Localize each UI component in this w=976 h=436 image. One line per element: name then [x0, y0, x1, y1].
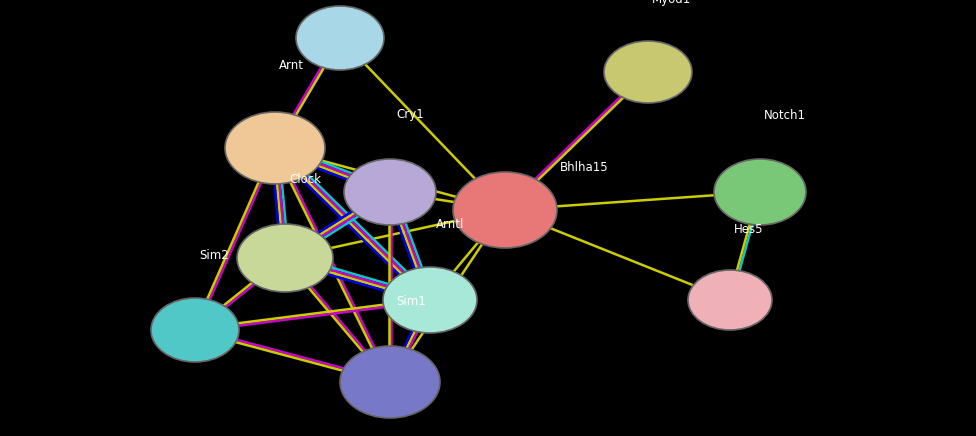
Ellipse shape: [237, 224, 333, 292]
Text: Cry1: Cry1: [396, 108, 424, 121]
Text: Bhlha15: Bhlha15: [560, 161, 609, 174]
Ellipse shape: [714, 159, 806, 225]
Text: Arnt: Arnt: [279, 59, 304, 72]
Ellipse shape: [383, 267, 477, 333]
Text: Arntl: Arntl: [436, 218, 465, 231]
Text: Hes5: Hes5: [734, 223, 763, 236]
Text: Myod1: Myod1: [652, 0, 691, 6]
Ellipse shape: [688, 270, 772, 330]
Ellipse shape: [344, 159, 436, 225]
Ellipse shape: [604, 41, 692, 103]
Ellipse shape: [453, 172, 557, 248]
Text: Notch1: Notch1: [764, 109, 806, 122]
Text: Sim2: Sim2: [199, 249, 228, 262]
Ellipse shape: [225, 112, 325, 184]
Text: Sim1: Sim1: [396, 295, 426, 308]
Ellipse shape: [151, 298, 239, 362]
Ellipse shape: [296, 6, 384, 70]
Text: Clock: Clock: [289, 173, 321, 186]
Ellipse shape: [340, 346, 440, 418]
